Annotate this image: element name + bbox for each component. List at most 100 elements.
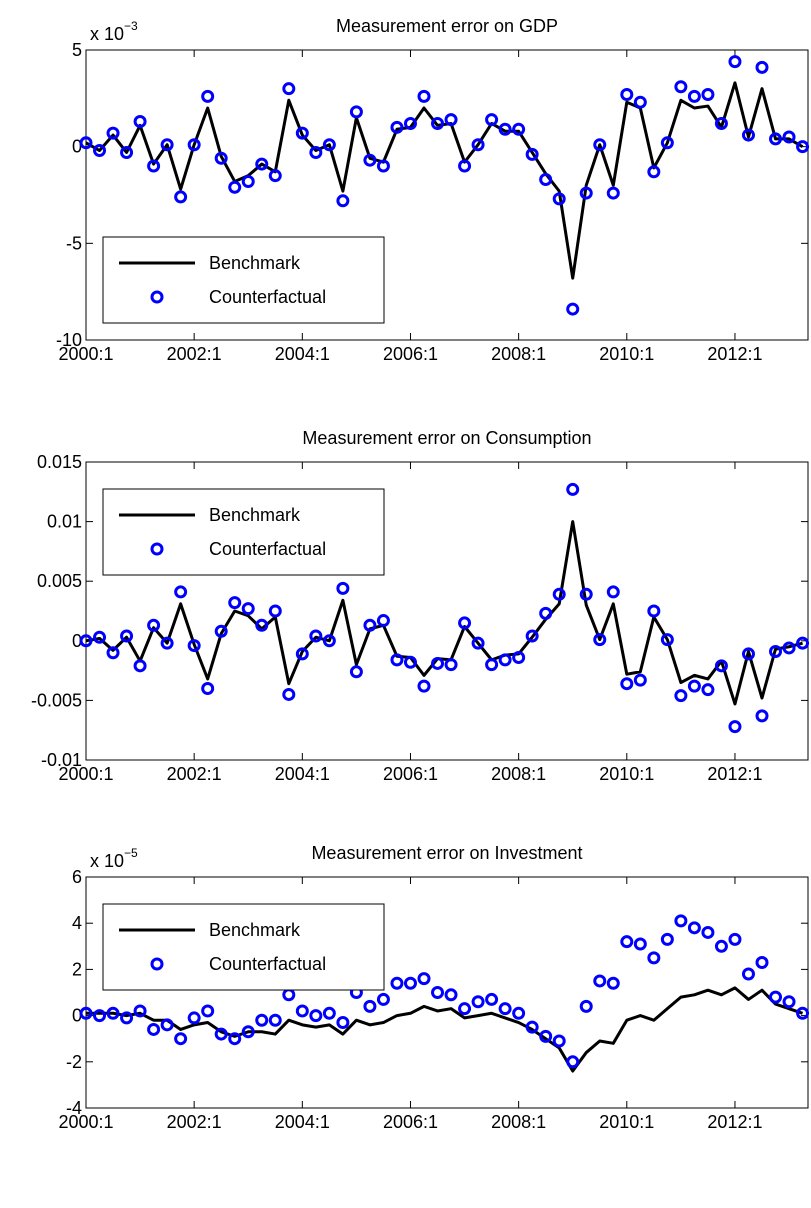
y-tick-label: -0.005	[31, 690, 82, 710]
chart-title: Measurement error on GDP	[336, 16, 558, 36]
series-marker	[322, 138, 336, 152]
series-marker	[728, 932, 742, 946]
series-marker	[187, 639, 201, 653]
y-tick-label: 5	[72, 40, 82, 60]
x-tick-label: 2004:1	[275, 764, 330, 784]
series-marker	[512, 122, 526, 136]
series-marker	[728, 55, 742, 69]
series-marker	[106, 126, 120, 140]
legend-label: Benchmark	[209, 505, 301, 525]
series-marker	[255, 618, 269, 632]
series-marker	[525, 1020, 539, 1034]
series-marker	[633, 937, 647, 951]
axis-multiplier: x 10−5	[90, 846, 138, 871]
series-marker	[512, 1006, 526, 1020]
series-marker	[187, 138, 201, 152]
series-marker	[309, 145, 323, 159]
multiplier-exponent: −3	[124, 19, 138, 33]
series-marker	[255, 157, 269, 171]
x-tick-label: 2004:1	[275, 1112, 330, 1132]
x-tick-label: 2012:1	[707, 764, 762, 784]
x-tick-label: 2008:1	[491, 1112, 546, 1132]
series-marker	[471, 995, 485, 1009]
series-marker	[444, 113, 458, 127]
legend-box	[102, 903, 385, 991]
series-marker	[376, 614, 390, 628]
series-marker	[241, 602, 255, 616]
y-tick-label: -0.01	[41, 750, 82, 770]
series-marker	[133, 659, 147, 673]
series-marker	[93, 630, 107, 644]
series-marker	[417, 679, 431, 693]
series-marker	[214, 1027, 228, 1041]
series-marker	[539, 173, 553, 187]
series-marker	[498, 122, 512, 136]
chart-title: Measurement error on Consumption	[302, 428, 591, 448]
series-marker	[444, 988, 458, 1002]
series-marker	[458, 1002, 472, 1016]
series-marker	[633, 673, 647, 687]
series-marker	[606, 976, 620, 990]
x-tick-label: 2008:1	[491, 764, 546, 784]
series-line	[85, 520, 803, 706]
series-marker	[79, 634, 93, 648]
series-marker	[444, 658, 458, 672]
series-marker	[525, 629, 539, 643]
series-marker	[295, 647, 309, 661]
y-tick-label: 4	[72, 913, 82, 933]
series-marker	[660, 136, 674, 150]
x-tick-label: 2006:1	[383, 344, 438, 364]
series-marker	[160, 1018, 174, 1032]
series-marker	[431, 116, 445, 130]
series-marker	[309, 629, 323, 643]
series-marker	[755, 709, 769, 723]
x-tick-label: 2004:1	[275, 344, 330, 364]
multiplier-base: x 10	[90, 24, 124, 44]
series-marker	[566, 482, 580, 496]
axis-multiplier: x 10−3	[90, 19, 138, 44]
series-marker	[525, 147, 539, 161]
series-marker	[295, 1004, 309, 1018]
series-marker	[782, 130, 796, 144]
series-marker	[660, 633, 674, 647]
x-tick-label: 2012:1	[707, 1112, 762, 1132]
series-marker	[471, 636, 485, 650]
series-marker	[498, 653, 512, 667]
series-marker	[363, 618, 377, 632]
series-marker	[606, 186, 620, 200]
series-marker	[458, 616, 472, 630]
series-marker	[431, 656, 445, 670]
series-marker	[390, 653, 404, 667]
series-marker	[647, 951, 661, 965]
y-tick-label: 0	[72, 631, 82, 651]
series-marker	[160, 636, 174, 650]
series-marker	[539, 606, 553, 620]
y-tick-label: 0	[72, 1006, 82, 1026]
series-marker	[660, 932, 674, 946]
legend-swatch	[150, 542, 164, 556]
series-marker	[458, 159, 472, 173]
series-marker	[147, 1022, 161, 1036]
series-marker	[282, 82, 296, 96]
series-marker	[796, 636, 810, 650]
series-marker	[174, 190, 188, 204]
series-marker	[201, 89, 215, 103]
y-tick-label: 0	[72, 137, 82, 157]
series-marker	[714, 659, 728, 673]
series-marker	[120, 1011, 134, 1025]
series-marker	[241, 1025, 255, 1039]
series-marker	[593, 974, 607, 988]
y-tick-label: 6	[72, 867, 82, 887]
series-marker	[579, 186, 593, 200]
series-marker	[606, 585, 620, 599]
series-marker	[390, 120, 404, 134]
series-marker	[241, 174, 255, 188]
y-tick-label: 0.005	[37, 571, 82, 591]
series-marker	[620, 677, 634, 691]
series-marker	[403, 655, 417, 669]
series-marker	[620, 935, 634, 949]
multiplier-exponent: −5	[124, 846, 138, 860]
legend-swatch	[150, 290, 164, 304]
series-marker	[701, 683, 715, 697]
